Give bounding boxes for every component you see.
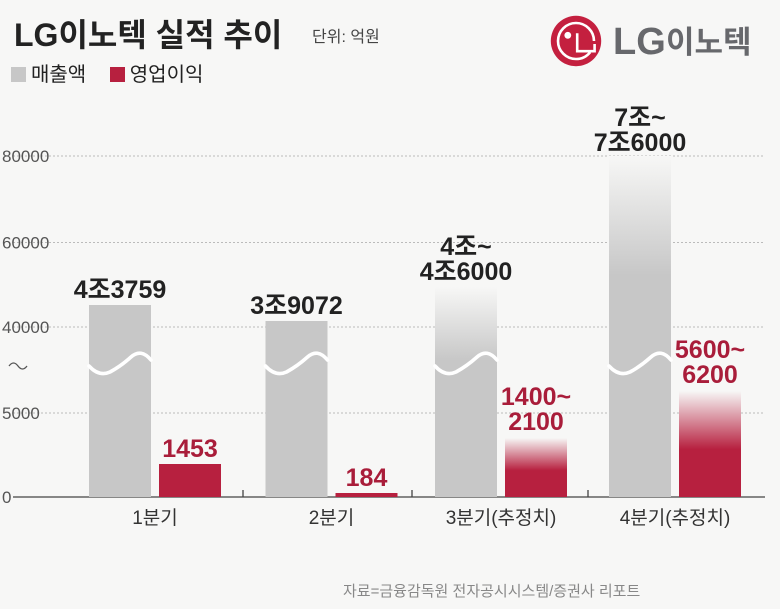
svg-text:4조6000: 4조6000 (420, 258, 513, 286)
svg-text:7조~: 7조~ (614, 104, 666, 132)
svg-text:5000: 5000 (2, 404, 40, 423)
svg-text:40000: 40000 (2, 318, 49, 337)
svg-text:80000: 80000 (2, 147, 49, 166)
svg-text:2100: 2100 (508, 408, 564, 436)
svg-text:7조6000: 7조6000 (594, 129, 687, 157)
svg-text:184: 184 (346, 464, 388, 492)
svg-text:6200: 6200 (682, 361, 738, 389)
svg-text:3조9072: 3조9072 (250, 292, 343, 320)
svg-text:4분기(추정치): 4분기(추정치) (620, 507, 731, 529)
svg-text:4조3759: 4조3759 (74, 276, 167, 304)
svg-text:5600~: 5600~ (675, 336, 745, 364)
svg-text:4조~: 4조~ (440, 233, 492, 261)
svg-text:2분기: 2분기 (309, 507, 355, 529)
svg-text:1분기: 1분기 (132, 507, 178, 529)
svg-text:60000: 60000 (2, 234, 49, 253)
svg-text:1400~: 1400~ (501, 383, 571, 411)
svg-text:1453: 1453 (162, 435, 218, 463)
svg-text:0: 0 (2, 488, 11, 507)
svg-text:3분기(추정치): 3분기(추정치) (446, 507, 557, 529)
